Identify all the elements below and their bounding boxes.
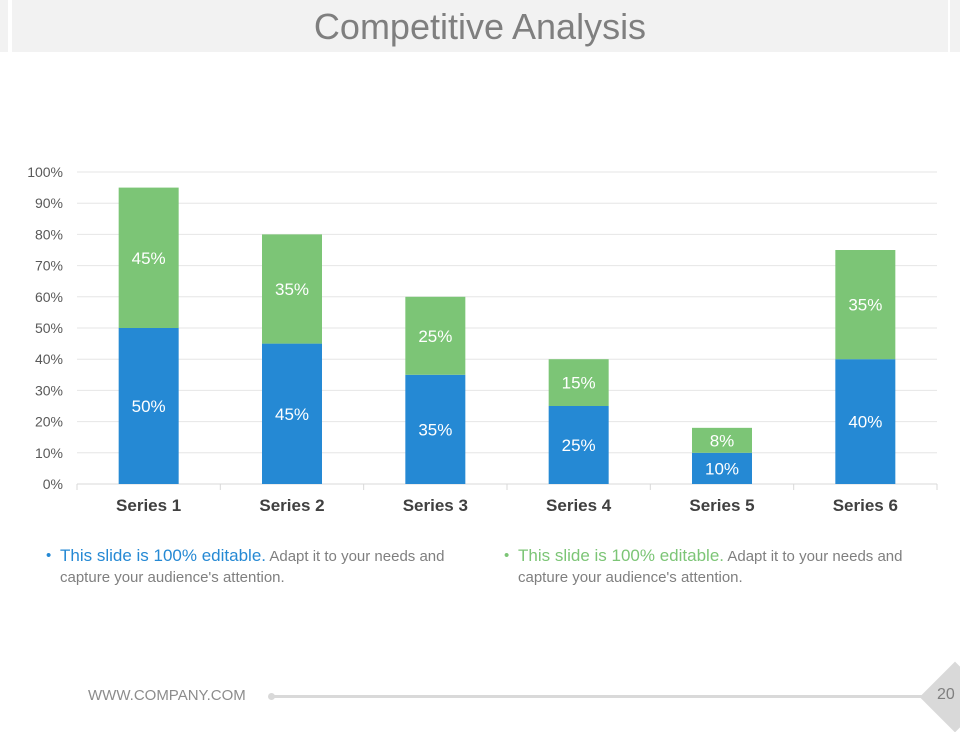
footer-website: WWW.COMPANY.COM: [88, 687, 246, 704]
bar-series-1: [835, 359, 896, 484]
header-bar: Competitive Analysis: [10, 0, 948, 52]
note-highlight: This slide is 100% editable.: [60, 546, 267, 565]
bar-series-1: [118, 328, 179, 484]
bar-series-1: [692, 452, 752, 484]
note-1: • This slide is 100% editable. Adapt it …: [46, 545, 480, 588]
x-tick-label: Series 1: [116, 496, 181, 515]
bar-series-1: [262, 343, 322, 484]
y-tick-label: 30%: [35, 382, 63, 398]
footer-line: [272, 695, 932, 698]
data-label: 25%: [418, 327, 452, 346]
data-label: 40%: [848, 413, 882, 432]
stacked-bar-chart: 0% 10% 20% 30% 40% 50% 60% 70% 80% 90% 100% 50% 45% S…: [27, 164, 938, 515]
bar-series-1: [548, 406, 609, 484]
page-title: Competitive Analysis: [313, 6, 647, 47]
x-tick-label: Series 2: [259, 496, 324, 515]
data-label: 10%: [705, 459, 739, 478]
data-label: 35%: [275, 280, 309, 299]
data-label: 15%: [562, 374, 596, 393]
note-2: • This slide is 100% editable. Adapt it …: [504, 545, 938, 588]
data-label: 45%: [275, 405, 309, 424]
bar-series-2: [262, 234, 322, 344]
data-label: 8%: [710, 431, 735, 450]
data-label: 50%: [132, 397, 166, 416]
bar-series-2: [548, 359, 609, 406]
y-tick-label: 40%: [35, 351, 63, 367]
note-text: Adapt it to your needs and capture your …: [518, 548, 903, 586]
x-tick-label: Series 6: [833, 496, 898, 515]
y-tick-label: 10%: [35, 445, 63, 461]
data-label: 35%: [848, 296, 882, 315]
bar-series-2: [835, 250, 896, 360]
note-highlight: This slide is 100% editable.: [518, 546, 725, 565]
y-tick-label: 80%: [35, 226, 63, 242]
bar-series-1: [405, 374, 466, 484]
x-tick-label: Series 5: [689, 496, 754, 515]
note-text: Adapt it to your needs and capture your …: [60, 548, 445, 586]
bullet-icon: •: [46, 547, 52, 564]
y-tick-label: 60%: [35, 289, 63, 305]
footer-dot: [268, 693, 275, 700]
x-tick-label: Series 3: [403, 496, 468, 515]
bar-series-2: [118, 187, 179, 328]
y-tick-label: 90%: [35, 195, 63, 211]
y-tick-label: 20%: [35, 414, 63, 430]
data-label: 45%: [132, 249, 166, 268]
y-tick-label: 100%: [27, 164, 63, 180]
header-edge-left: [0, 0, 8, 52]
y-tick-label: 50%: [35, 320, 63, 336]
bar-series-2: [405, 296, 466, 375]
x-tick-label: Series 4: [546, 496, 612, 515]
data-label: 35%: [418, 420, 452, 439]
y-tick-label: 0%: [43, 476, 63, 492]
data-label: 25%: [562, 436, 596, 455]
bullet-icon: •: [504, 547, 510, 564]
page-number: 20: [937, 686, 955, 703]
y-tick-label: 70%: [35, 258, 63, 274]
header-edge-right: [950, 0, 960, 52]
bar-series-2: [692, 427, 752, 453]
